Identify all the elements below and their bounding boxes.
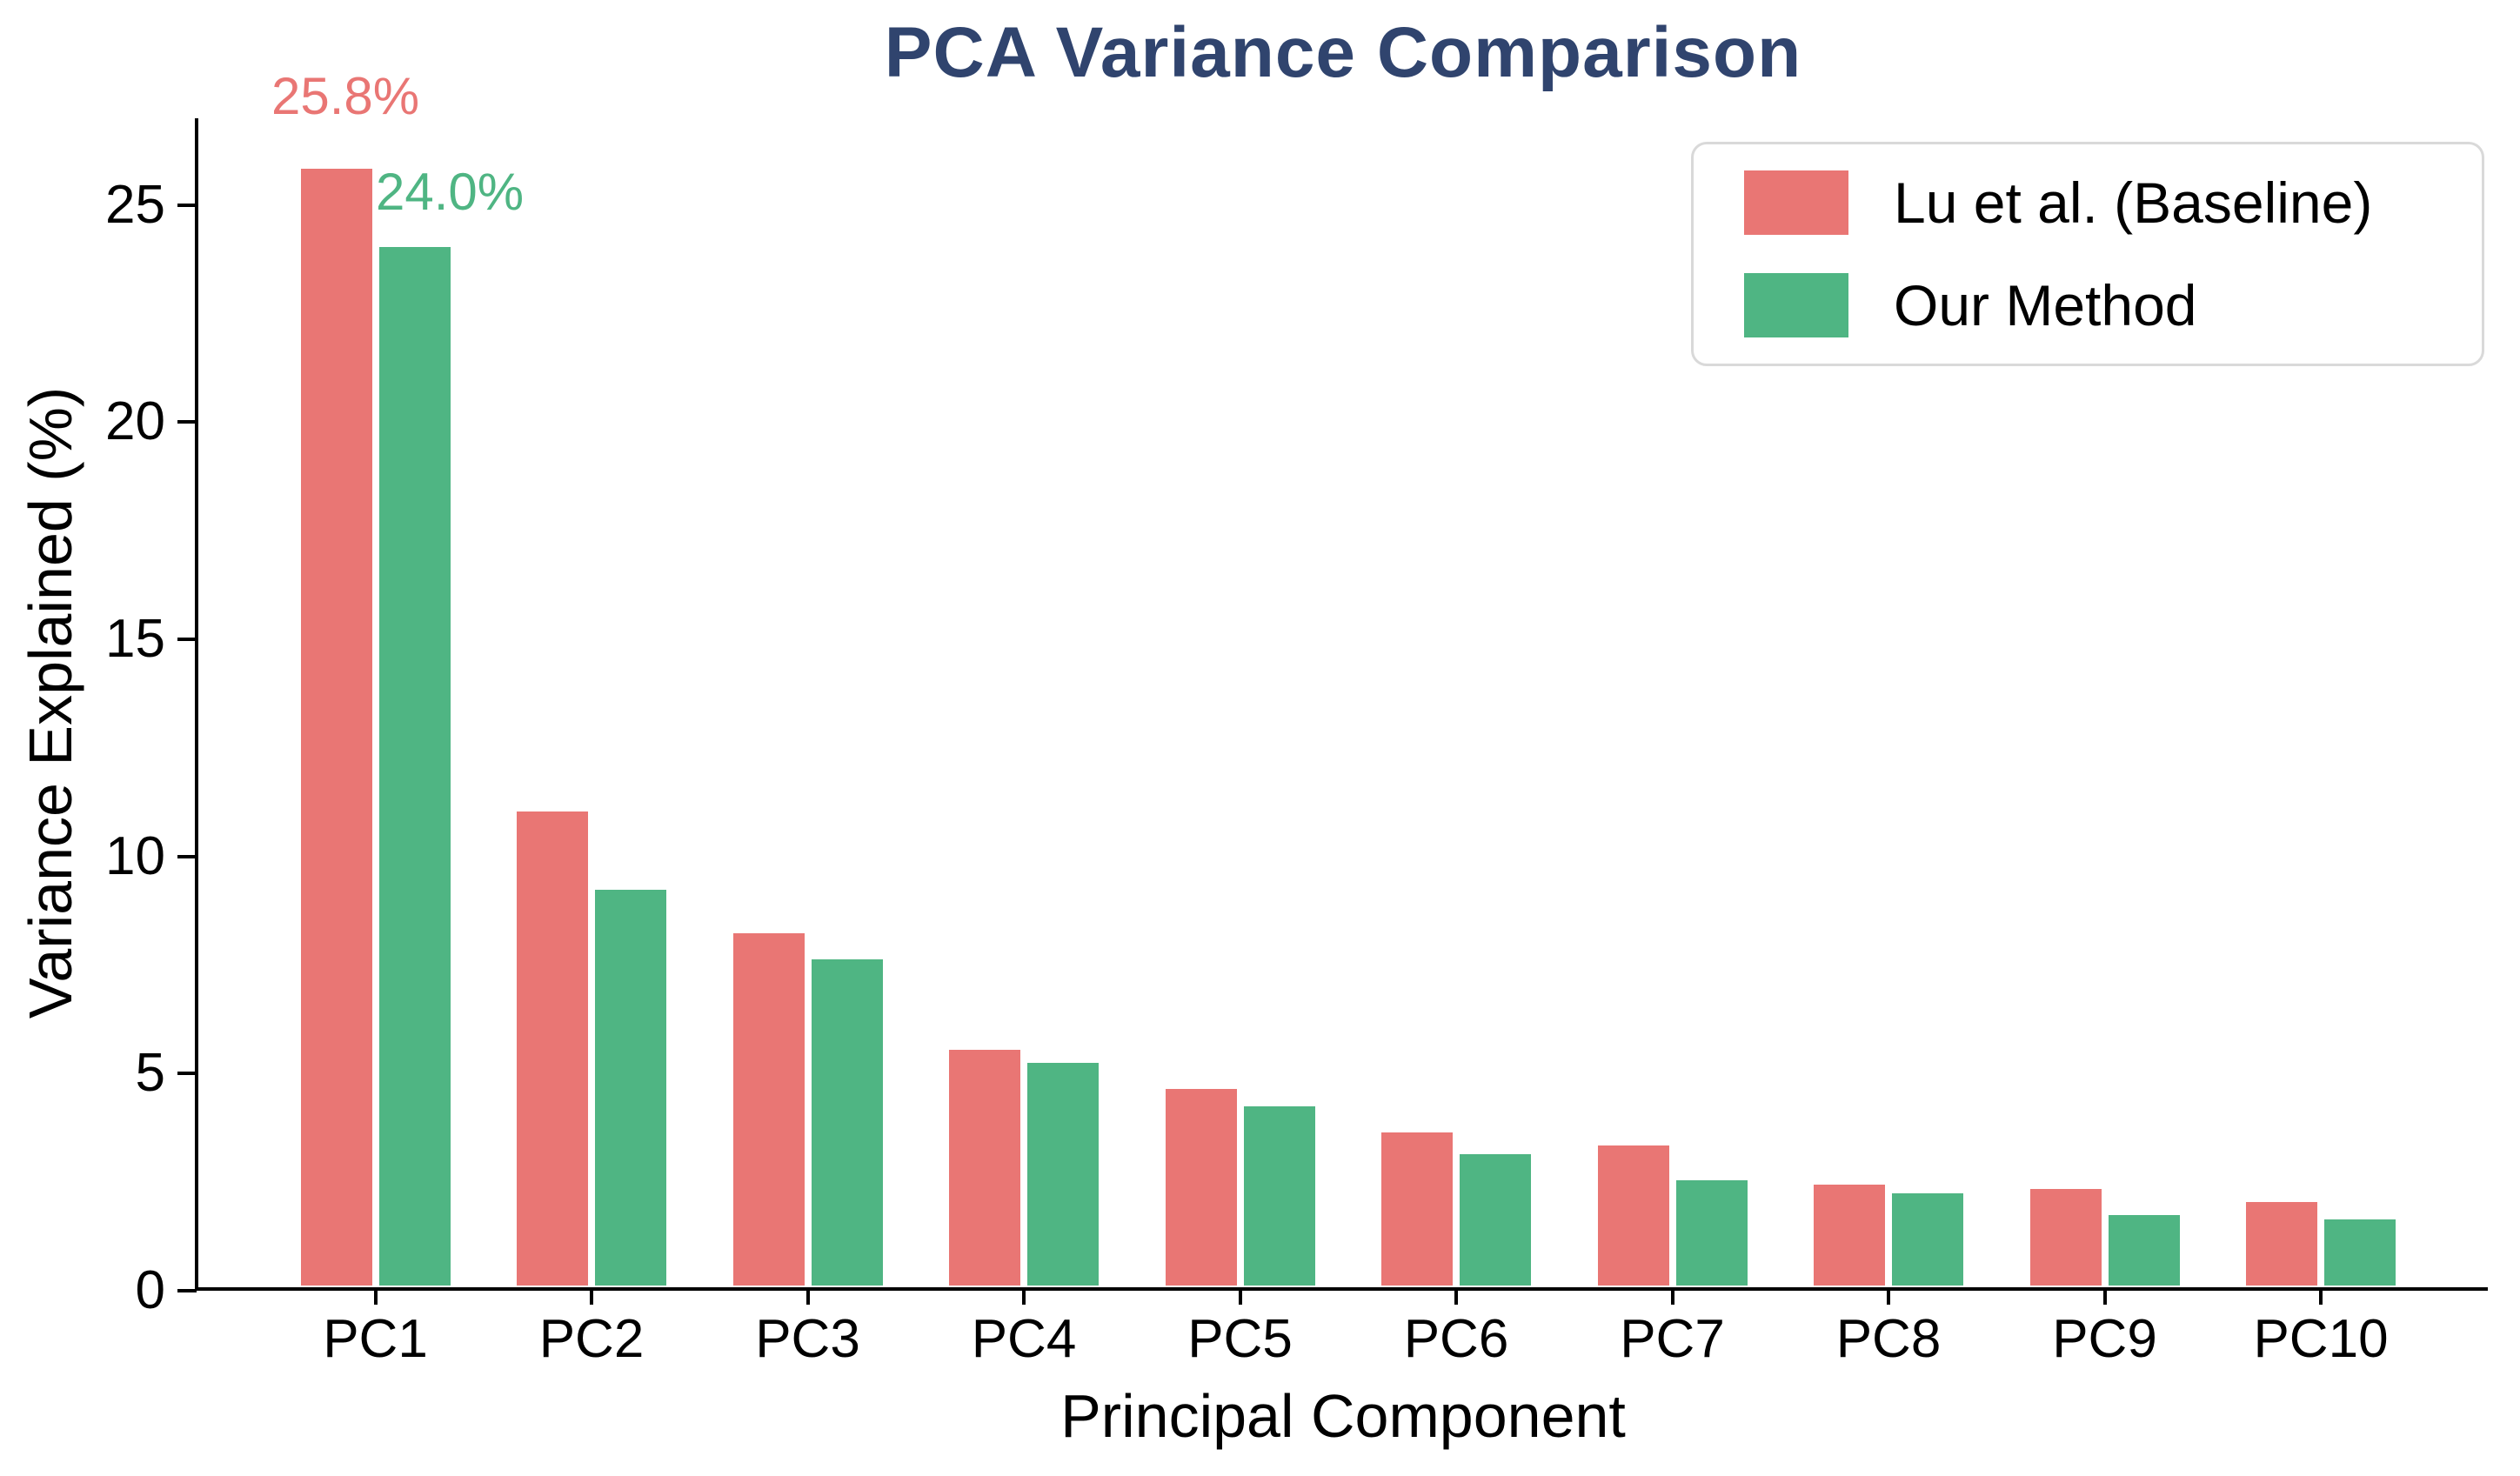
y-tick-mark-5 [177, 1072, 197, 1076]
bar-pc2-ourmethod [593, 887, 668, 1287]
annotation-pc1-ourmethod: 24.0% [376, 163, 525, 221]
bar-pc5-ourmethod [1241, 1105, 1317, 1287]
y-tick-mark-0 [177, 1289, 197, 1292]
x-tick-label-pc9: PC9 [2052, 1309, 2157, 1369]
legend-patch-baseline [1744, 170, 1848, 235]
y-axis-label: Variance Explained (%) [17, 386, 84, 1019]
bar-pc5-baseline [1163, 1087, 1239, 1287]
bar-pc7-ourmethod [1674, 1179, 1749, 1287]
y-tick-mark-25 [177, 203, 197, 207]
x-tick-mark-pc5 [1238, 1291, 1242, 1305]
x-tick-label-pc4: PC4 [971, 1309, 1077, 1369]
bar-pc4-baseline [947, 1048, 1022, 1287]
bar-pc6-ourmethod [1458, 1152, 1533, 1287]
bar-pc9-baseline [2028, 1187, 2103, 1287]
x-tick-label-pc6: PC6 [1403, 1309, 1509, 1369]
bar-pc6-baseline [1380, 1131, 1454, 1287]
y-tick-label-25: 25 [105, 174, 165, 235]
bar-pc8-ourmethod [1890, 1192, 1965, 1287]
x-tick-label-pc1: PC1 [323, 1309, 428, 1369]
x-tick-mark-pc6 [1454, 1291, 1458, 1305]
bar-pc7-baseline [1595, 1144, 1671, 1287]
x-tick-label-pc7: PC7 [1620, 1309, 1725, 1369]
x-tick-mark-pc7 [1670, 1291, 1674, 1305]
x-tick-mark-pc9 [2102, 1291, 2107, 1305]
legend-label-baseline: Lu et al. (Baseline) [1894, 170, 2373, 235]
legend-patch-ourmethod [1744, 273, 1848, 337]
chart-title: PCA Variance Comparison [884, 13, 1802, 92]
legend-label-ourmethod: Our Method [1894, 273, 2197, 337]
legend-row-baseline: Lu et al. (Baseline) [1744, 170, 2482, 236]
x-tick-mark-pc4 [1022, 1291, 1026, 1305]
x-tick-label-pc8: PC8 [1835, 1309, 1942, 1369]
plot-area [195, 118, 2488, 1291]
x-tick-label-pc5: PC5 [1187, 1309, 1293, 1369]
x-tick-mark-pc3 [805, 1291, 810, 1305]
bar-pc8-baseline [1812, 1183, 1887, 1287]
bar-pc1-baseline [298, 166, 374, 1287]
y-tick-label-20: 20 [105, 391, 165, 452]
y-tick-label-10: 10 [105, 825, 165, 886]
x-tick-label-pc2: PC2 [538, 1309, 645, 1369]
x-tick-label-pc10: PC10 [2253, 1309, 2389, 1369]
bar-pc3-baseline [731, 931, 806, 1287]
annotation-pc1-baseline: 25.8% [271, 67, 420, 125]
x-tick-mark-pc8 [1887, 1291, 1890, 1305]
bar-pc2-baseline [515, 809, 590, 1287]
legend-row-ourmethod: Our Method [1744, 272, 2482, 338]
bar-pc10-baseline [2244, 1200, 2319, 1287]
y-tick-label-0: 0 [135, 1260, 165, 1320]
y-tick-label-15: 15 [105, 609, 165, 670]
x-axis-label: Principal Component [1060, 1382, 1626, 1450]
x-tick-mark-pc2 [590, 1291, 593, 1305]
x-tick-label-pc3: PC3 [755, 1309, 860, 1369]
y-tick-mark-20 [177, 420, 197, 424]
bar-pc1-ourmethod [377, 244, 452, 1287]
bar-pc3-ourmethod [809, 957, 885, 1287]
legend: Lu et al. (Baseline) Our Method [1691, 142, 2484, 366]
y-tick-mark-15 [177, 638, 197, 642]
y-tick-label-5: 5 [135, 1043, 165, 1104]
bar-pc10-ourmethod [2323, 1218, 2397, 1287]
y-tick-mark-10 [177, 854, 197, 858]
x-tick-mark-pc1 [373, 1291, 378, 1305]
x-tick-mark-pc10 [2319, 1291, 2323, 1305]
bar-pc4-ourmethod [1026, 1061, 1100, 1287]
bar-pc9-ourmethod [2106, 1213, 2182, 1287]
